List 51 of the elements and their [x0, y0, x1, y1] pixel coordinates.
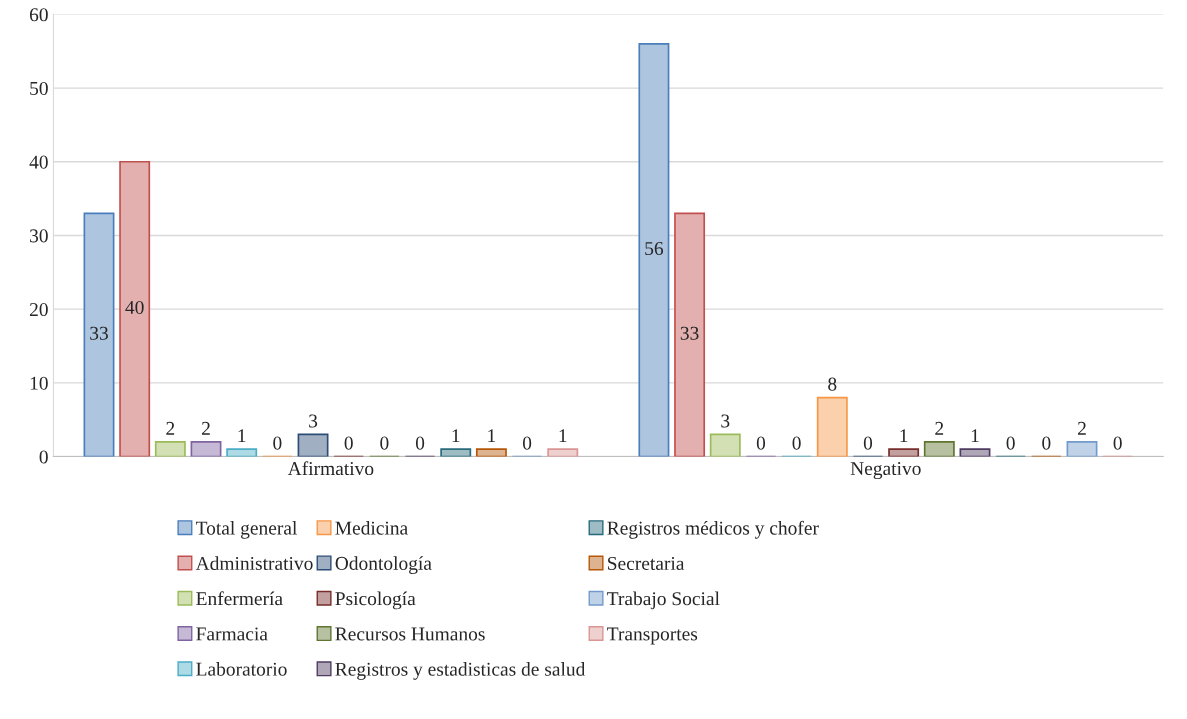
y-tick-label: 0	[39, 450, 48, 464]
data-label: 2	[166, 421, 175, 435]
data-label: 0	[380, 436, 389, 450]
data-label: 8	[828, 377, 837, 391]
data-label: 1	[238, 429, 246, 443]
y-tick-label: 10	[30, 376, 48, 390]
data-label: 0	[415, 436, 425, 450]
data-label: 1	[559, 429, 567, 443]
y-tick-label: 30	[30, 229, 48, 243]
data-label: 2	[1078, 421, 1086, 435]
data-label: 0	[1006, 436, 1015, 450]
data-label: 0	[863, 436, 873, 450]
data-label: 1	[900, 429, 908, 443]
legend-label: Enfermería	[196, 591, 283, 606]
data-label: 0	[522, 436, 532, 450]
legend-label: Transportes	[607, 627, 698, 645]
data-label: 33	[90, 326, 108, 340]
legend-label: Recursos Humanos	[335, 627, 485, 641]
legend-label: Total general	[195, 521, 297, 539]
y-tick-label: 60	[29, 8, 48, 22]
legend-label: Odontología	[335, 556, 432, 574]
data-label: 40	[125, 300, 144, 315]
x-tick-label: Negativo	[850, 461, 921, 480]
legend-label: Administrativo	[195, 556, 313, 570]
data-label: 0	[273, 436, 282, 450]
legend-label: Psicología	[335, 591, 416, 610]
y-tick-label: 40	[29, 155, 48, 169]
legend-label: Registros y estadisticas de salud	[335, 662, 586, 680]
data-label: 56	[645, 242, 664, 256]
legend-label: Secretaria	[608, 556, 685, 570]
data-label: 2	[202, 421, 210, 435]
data-label: 2	[935, 421, 944, 435]
data-label: 0	[344, 436, 353, 450]
data-label: 3	[721, 414, 730, 428]
x-tick-label: Afirmativo	[287, 461, 374, 476]
data-label: 0	[756, 436, 766, 450]
legend-label: Farmacia	[196, 627, 268, 641]
legend-label: Trabajo Social	[607, 591, 720, 610]
y-tick-label: 50	[30, 81, 48, 96]
data-label: 1	[488, 429, 496, 443]
data-label: 0	[792, 436, 801, 450]
data-label: 1	[452, 429, 460, 443]
legend-label: Medicina	[335, 521, 408, 535]
data-label: 0	[1113, 436, 1122, 450]
data-label: 1	[971, 429, 979, 443]
legend-label: Registros médicos y chofer	[607, 520, 819, 539]
data-label: 33	[680, 326, 699, 340]
legend-label: Laboratorio	[196, 662, 287, 676]
data-label: 0	[1042, 436, 1051, 450]
y-tick-label: 20	[29, 302, 48, 317]
data-label: 3	[309, 414, 318, 428]
